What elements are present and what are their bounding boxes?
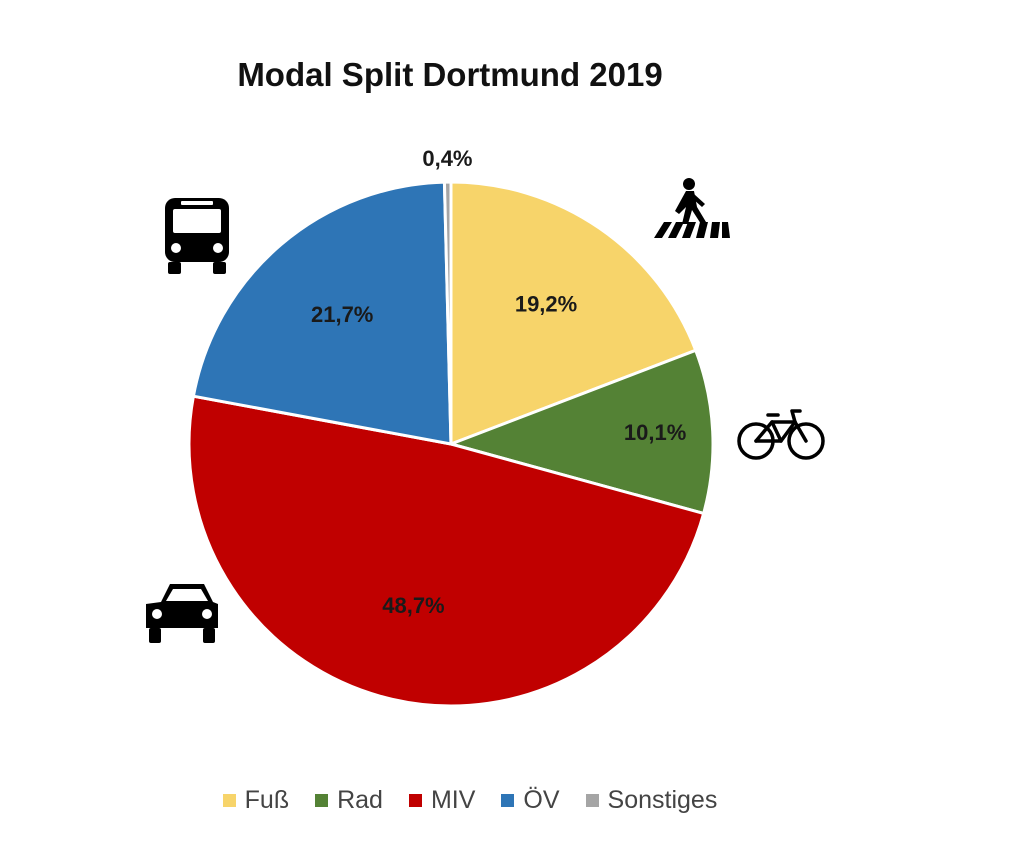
data-label-öv: 21,7% [311,302,373,327]
legend-swatch [222,794,236,807]
pie-slices [187,180,715,708]
legend-label: Fuß [244,786,290,814]
legend-label: MIV [430,786,476,814]
pie-slice-öv [191,180,453,446]
legend-swatch [408,794,422,807]
data-label-fuß: 19,2% [515,292,577,317]
pie-slice-miv [187,394,706,708]
pedestrian-crossing-icon [654,178,730,238]
legend-swatch [315,794,329,807]
chart-title: Modal Split Dortmund 2019 [237,56,663,93]
data-label-sonstiges: 0,4% [422,146,472,171]
legend-swatch [585,794,599,807]
data-label-miv: 48,7% [382,593,444,618]
pie-labels: 19,2% 10,1% 48,7% 21,7% 0,4% [311,146,686,618]
legend-label: ÖV [523,786,560,814]
bus-icon [165,198,229,274]
legend-label: Rad [337,786,383,814]
legend-label: Sonstiges [607,786,718,814]
bicycle-icon [737,409,825,460]
legend-item-fuß: Fuß [222,786,290,815]
legend-item-miv: MIV [408,786,476,815]
pie-slice-fuß [449,180,698,447]
data-label-rad: 10,1% [624,420,686,445]
legend: Fuß Rad MIV ÖV Sonstiges [0,786,940,815]
legend-item-sonstiges: Sonstiges [585,786,718,815]
car-icon [146,584,218,643]
legend-swatch [501,794,515,807]
legend-item-öv: ÖV [501,786,560,815]
legend-item-rad: Rad [315,786,383,815]
pie-slice-sonstiges [442,180,453,445]
pie-slice-rad [446,348,715,516]
